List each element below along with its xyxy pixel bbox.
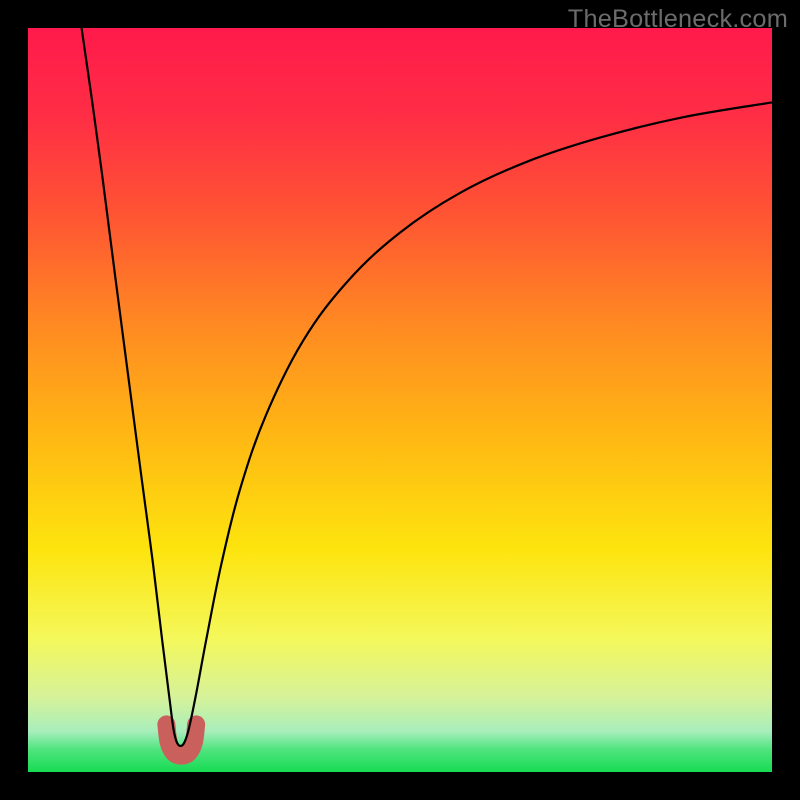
bottleneck-chart	[0, 0, 800, 800]
watermark-text: TheBottleneck.com	[568, 5, 788, 34]
chart-root: TheBottleneck.com	[0, 0, 800, 800]
gradient-background	[28, 28, 772, 772]
